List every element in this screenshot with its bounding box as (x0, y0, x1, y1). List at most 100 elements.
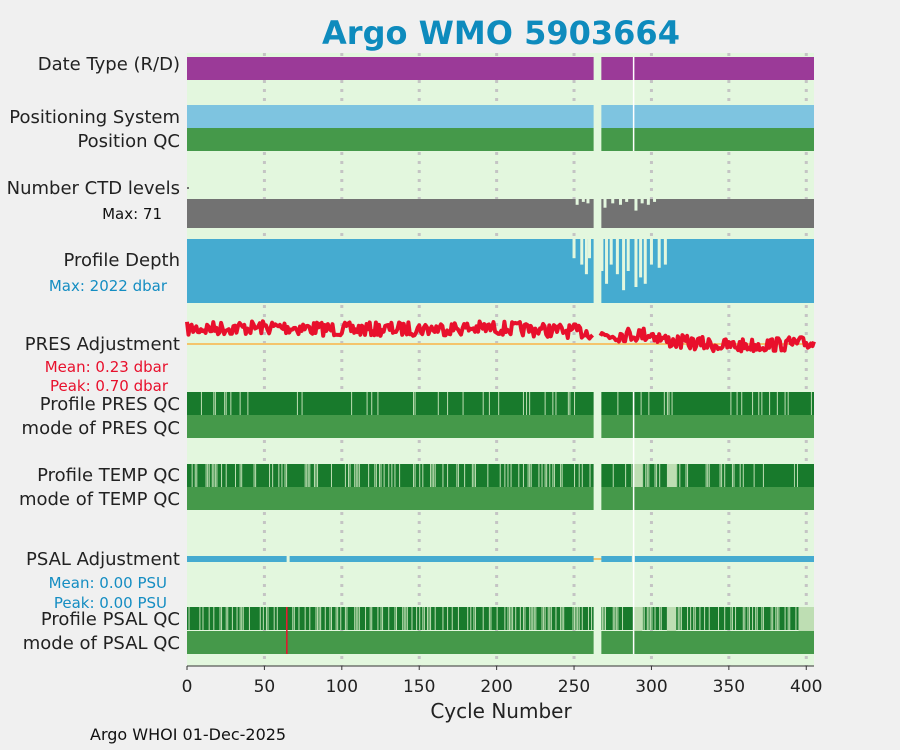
position-qc-bar (187, 128, 594, 151)
qc-stripe (474, 464, 476, 487)
qc-stripe (207, 464, 209, 487)
mode-pres-qc-bar (187, 415, 594, 438)
x-axis-label: Cycle Number (430, 699, 572, 723)
qc-stripe (442, 464, 444, 487)
qc-stripe (357, 607, 359, 630)
depth-dip (609, 239, 613, 265)
qc-stripe (337, 607, 339, 630)
qc-stripe (708, 464, 710, 487)
qc-stripe (645, 464, 647, 487)
qc-stripe (690, 607, 692, 630)
qc-stripe (622, 607, 624, 630)
qc-stripe (541, 464, 543, 487)
qc-stripe (752, 607, 754, 630)
qc-stripe (284, 464, 286, 487)
qc-stripe (221, 607, 223, 630)
x-tick-label: 150 (403, 677, 435, 697)
label-ctd-levels: Number CTD levels (7, 178, 180, 199)
qc-stripe (298, 607, 300, 630)
profile-qc-bar (601, 607, 814, 630)
qc-stripe (660, 607, 662, 630)
profile-qc-bar (601, 392, 814, 415)
psal-adjustment-line (187, 556, 594, 562)
qc-light-block (632, 607, 643, 631)
qc-stripe (530, 464, 532, 487)
qc-stripe (560, 464, 562, 487)
qc-stripe (762, 464, 764, 487)
qc-stripe (473, 607, 475, 630)
qc-stripe (239, 392, 241, 415)
x-tick-label: 250 (558, 677, 590, 697)
qc-stripe (442, 607, 444, 630)
ctd-dip (603, 199, 607, 208)
qc-stripe (515, 607, 517, 630)
qc-stripe (587, 607, 589, 630)
qc-stripe (434, 607, 436, 630)
psal-gap (286, 556, 290, 562)
qc-stripe (242, 607, 244, 630)
qc-stripe (549, 607, 551, 630)
label-mode-pres-qc: mode of PRES QC (22, 418, 180, 439)
qc-stripe (405, 607, 407, 630)
qc-stripe (225, 464, 227, 487)
qc-stripe (380, 464, 382, 487)
qc-stripe (259, 607, 261, 630)
qc-stripe (296, 392, 298, 415)
qc-stripe (510, 464, 512, 487)
qc-stripe (374, 464, 376, 487)
qc-stripe (659, 607, 661, 630)
qc-stripe (654, 464, 656, 487)
qc-stripe (578, 464, 580, 487)
ctd-dip (640, 199, 644, 204)
qc-stripe (377, 392, 379, 415)
qc-stripe (518, 464, 520, 487)
qc-stripe (482, 607, 484, 630)
qc-dark-block (769, 464, 794, 487)
qc-stripe (544, 607, 546, 630)
qc-stripe (529, 392, 531, 415)
qc-stripe (380, 607, 382, 630)
qc-stripe (538, 464, 540, 487)
qc-stripe (272, 464, 274, 487)
qc-stripe (761, 392, 763, 415)
depth-dip (615, 239, 619, 275)
qc-stripe (194, 464, 196, 487)
qc-stripe (758, 392, 760, 415)
qc-stripe (358, 607, 360, 630)
qc-stripe (617, 607, 619, 630)
qc-stripe (731, 464, 733, 487)
qc-stripe (651, 607, 653, 630)
pres-adjustment-line (185, 319, 595, 341)
qc-stripe (286, 464, 288, 487)
qc-stripe (396, 607, 397, 630)
qc-stripe (529, 464, 531, 487)
qc-stripe (262, 607, 264, 630)
qc-stripe (748, 607, 750, 630)
x-tick-label: 300 (635, 677, 667, 697)
qc-stripe (530, 607, 532, 630)
qc-stripe (330, 464, 332, 487)
ctd-dip (581, 199, 585, 202)
qc-stripe (456, 464, 458, 487)
qc-stripe (708, 607, 710, 630)
qc-stripe (591, 607, 593, 630)
qc-stripe (744, 607, 746, 630)
qc-stripe (775, 607, 777, 630)
ctd-dip (625, 199, 629, 202)
qc-stripe (519, 607, 521, 630)
qc-stripe (366, 392, 368, 415)
qc-stripe (676, 464, 678, 487)
qc-stripe (399, 464, 401, 487)
qc-stripe (699, 607, 701, 630)
qc-stripe (200, 392, 202, 415)
qc-stripe (413, 464, 415, 487)
qc-stripe (378, 464, 380, 487)
qc-stripe (213, 392, 215, 415)
qc-stripe (344, 607, 346, 630)
qc-stripe (307, 464, 309, 487)
qc-stripe (769, 392, 771, 415)
qc-stripe (317, 607, 319, 630)
qc-stripe (482, 392, 484, 415)
qc-stripe (241, 607, 243, 630)
qc-stripe (498, 392, 500, 415)
